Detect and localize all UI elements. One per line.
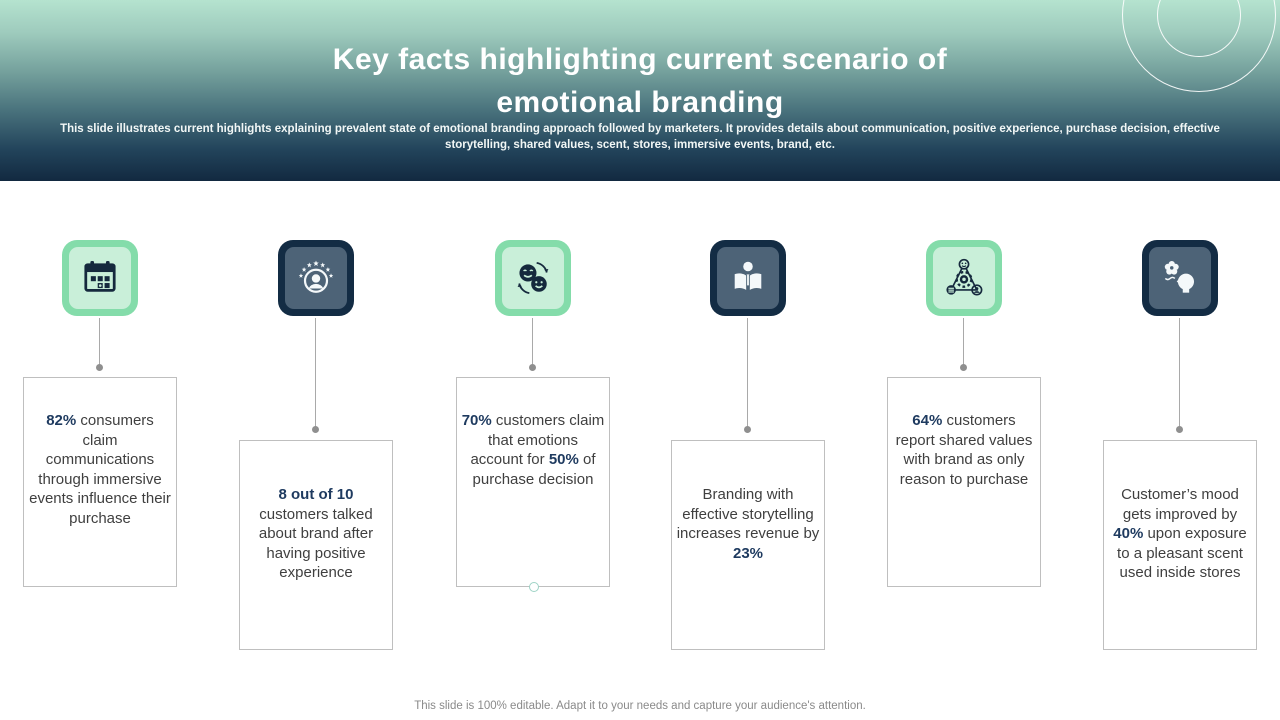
page-title-line1: Key facts highlighting current scenario … [332,43,948,76]
fact-textbox: 64% customers report shared values with … [887,377,1041,587]
footer-note: This slide is 100% editable. Adapt it to… [414,700,866,712]
fact-textbox: 82% consumers claim communications throu… [23,377,177,587]
connector-line [963,318,964,365]
fact-column-scent: Customer’s mood gets improved by 40% upo… [1103,240,1257,690]
icon-tile [1142,240,1218,316]
scent-icon [1158,256,1202,300]
fact-column-immersive-events: 82% consumers claim communications throu… [23,240,177,690]
shared-values-icon [942,256,986,300]
fact-textbox: 8 out of 10 customers talked about brand… [239,440,393,650]
connector-line [532,318,533,365]
page-title-line2: emotional branding [496,86,784,119]
fact-textbox: Branding with effective storytelling inc… [671,440,825,650]
fact-textbox: 70% customers claim that emotions accoun… [456,377,610,587]
emotions-exchange-icon [511,256,555,300]
connector-dot [744,426,751,433]
connector-line [99,318,100,365]
icon-tile [926,240,1002,316]
connector-dot [960,364,967,371]
fact-column-storytelling: Branding with effective storytelling inc… [671,240,825,690]
connector-line [315,318,316,427]
storytelling-icon [726,256,770,300]
calendar-icon [78,256,122,300]
fact-column-shared-values: 64% customers report shared values with … [887,240,1041,690]
icon-tile [495,240,571,316]
connector-dot [312,426,319,433]
connector-line [747,318,748,427]
fact-textbox: Customer’s mood gets improved by 40% upo… [1103,440,1257,650]
icon-tile [62,240,138,316]
connector-dot [96,364,103,371]
slide-subtitle: This slide illustrates current highlight… [60,123,1220,151]
page-title: Key facts highlighting current scenario … [140,38,1140,124]
customer-rating-icon [294,256,338,300]
fact-column-positive-experience: 8 out of 10 customers talked about brand… [239,240,393,690]
connector-line [1179,318,1180,427]
shape-anchor-dot [529,582,539,592]
connector-dot [529,364,536,371]
connector-dot [1176,426,1183,433]
slide-header: Key facts highlighting current scenario … [0,0,1280,181]
fact-column-purchase-decision: 70% customers claim that emotions accoun… [456,240,610,690]
icon-tile [278,240,354,316]
icon-tile [710,240,786,316]
